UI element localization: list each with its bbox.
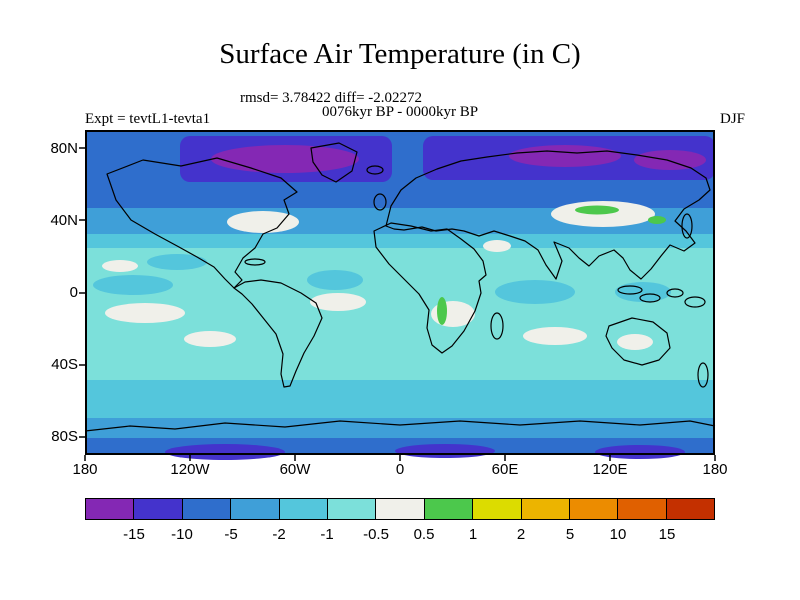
warm-patch <box>437 297 447 325</box>
coastline-australia <box>605 317 671 366</box>
coastline-new-zealand <box>697 362 709 388</box>
coastline-caribbean <box>244 258 266 266</box>
colorbar <box>85 498 715 520</box>
y-tick-label: 80S <box>51 428 78 445</box>
colorbar-cell <box>181 499 231 519</box>
y-tick-label: 40S <box>51 356 78 373</box>
y-tick-label: 80N <box>50 140 78 157</box>
colorbar-label: 2 <box>516 526 526 543</box>
colorbar-cell <box>230 499 279 519</box>
colorbar-cell <box>568 499 618 519</box>
colorbar-cell <box>423 499 473 519</box>
arctic-purple-patch <box>211 145 359 173</box>
colorbar-cell <box>617 499 666 519</box>
ocean-cool-patch <box>93 275 173 295</box>
ocean-cool-patch <box>147 254 207 270</box>
colorbar-cell <box>520 499 569 519</box>
colorbar-cell <box>86 499 134 519</box>
x-tick-label: 60W <box>279 461 311 478</box>
colorbar-label: -1 <box>320 526 334 543</box>
ocean-cool-patch <box>495 280 575 304</box>
colorbar-label: 1 <box>468 526 478 543</box>
near-zero-patch <box>184 331 236 347</box>
coastline-indonesia <box>666 288 684 298</box>
colorbar-label: 0.5 <box>413 526 435 543</box>
map-frame <box>85 130 715 455</box>
x-tick-label: 120W <box>170 461 210 478</box>
coastline-madagascar <box>490 312 504 340</box>
near-zero-patch <box>523 327 587 345</box>
near-zero-patch <box>227 211 299 233</box>
ocean-cool-patch <box>307 270 363 290</box>
colorbar-label: -0.5 <box>363 526 389 543</box>
coastline-africa <box>373 222 487 354</box>
coastline-greenland <box>310 142 358 183</box>
antarctic-purple-patch <box>595 445 685 459</box>
warm-patch <box>648 216 666 224</box>
y-tick-label: 40N <box>50 212 78 229</box>
band-north-transition <box>85 234 715 248</box>
colorbar-label: 10 <box>609 526 627 543</box>
colorbar-cell <box>133 499 182 519</box>
rmsd-diff-stats: rmsd= 3.78422 diff= -2.02272 <box>239 90 423 106</box>
ocean-cool-patch <box>615 282 671 302</box>
coastline-south-america <box>233 279 323 388</box>
coastline-antarctica <box>84 420 716 432</box>
colorbar-cell <box>472 499 521 519</box>
season-label: DJF <box>719 111 745 127</box>
colorbar-label: -5 <box>224 526 238 543</box>
x-tick-label: 180 <box>72 461 98 478</box>
colorbar-cell <box>375 499 424 519</box>
page-title: Surface Air Temperature (in C) <box>219 38 581 70</box>
coastline-japan <box>681 213 693 239</box>
near-zero-patch <box>310 293 366 311</box>
map-plot <box>79 130 716 461</box>
y-tick-label: 0 <box>69 284 78 301</box>
colorbar-label: -10 <box>171 526 193 543</box>
arctic-purple-patch <box>509 145 621 167</box>
near-zero-patch <box>483 240 511 252</box>
colorbar-label: -15 <box>123 526 145 543</box>
x-tick-label: 180 <box>702 461 728 478</box>
coastline-indonesia <box>639 293 661 303</box>
colorbar-cell <box>665 499 715 519</box>
coastline-iceland <box>366 165 384 175</box>
arctic-purple-patch <box>634 150 706 170</box>
band-south-transition <box>85 380 715 418</box>
coastline-eurasia <box>385 150 711 280</box>
warm-patch <box>575 205 619 215</box>
colorbar-label: 15 <box>658 526 676 543</box>
coastline-uk <box>373 193 387 211</box>
period-label: 0076kyr BP - 0000kyr BP <box>321 104 479 120</box>
x-tick-label: 120E <box>592 461 628 478</box>
antarctic-purple-patch <box>395 444 495 458</box>
near-zero-patch <box>102 260 138 272</box>
near-zero-patch <box>105 303 185 323</box>
colorbar-label: 5 <box>565 526 575 543</box>
near-zero-patch <box>617 334 653 350</box>
coastline-indonesia <box>617 285 643 295</box>
coastlines <box>84 142 716 432</box>
axis-ticks <box>79 147 716 461</box>
x-tick-label: 60E <box>491 461 519 478</box>
colorbar-cell <box>326 499 376 519</box>
coastline-north-america <box>106 157 298 289</box>
coastline-new-guinea <box>684 296 706 308</box>
antarctic-purple-patch <box>165 444 285 460</box>
colorbar-label: -2 <box>272 526 286 543</box>
colorbar-cell <box>278 499 327 519</box>
experiment-label: Expt = tevtL1-tevta1 <box>85 111 211 127</box>
x-tick-label: 0 <box>395 461 405 478</box>
